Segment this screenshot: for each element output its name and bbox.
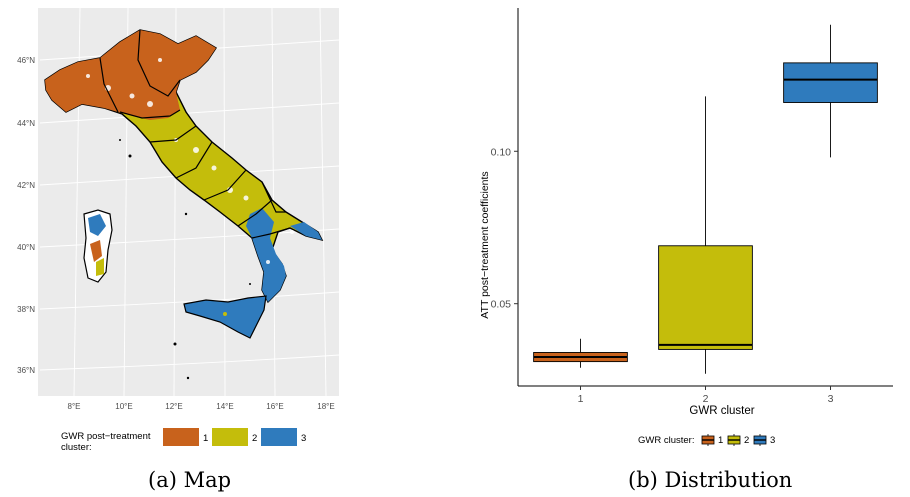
map-figure: 46°N 44°N 42°N 40°N 38°N 36°N 8°E 10°E 1… xyxy=(17,7,340,453)
lat-tick-46: 46°N xyxy=(17,56,35,65)
box-2 xyxy=(658,245,753,350)
lat-tick-42: 42°N xyxy=(17,181,35,190)
lon-tick-10: 10°E xyxy=(115,402,132,411)
lon-tick-8: 8°E xyxy=(68,402,81,411)
boxplot-marks xyxy=(533,24,878,374)
distribution-legend-keys: 1 2 3 xyxy=(701,434,775,446)
map-legend-label-1: 1 xyxy=(203,433,208,444)
lon-tick-18: 18°E xyxy=(317,402,334,411)
sardinia-cluster-2 xyxy=(96,258,104,276)
small-islands xyxy=(119,139,251,380)
distribution-legend: GWR cluster: 1 2 3 xyxy=(638,434,775,446)
lat-tick-40: 40°N xyxy=(17,243,35,252)
legend-key-2: 2 xyxy=(727,434,749,446)
sicily xyxy=(183,295,267,339)
legend-key-label: 2 xyxy=(744,435,749,446)
distribution-panel: 0.05 0.10 1 2 3 GWR cluster ATT post−treatme… xyxy=(450,0,910,497)
x-tick-label: 2 xyxy=(703,393,709,405)
map-caption: (a) Map xyxy=(148,468,232,492)
x-tick-label: 3 xyxy=(828,393,834,405)
legend-key-label: 3 xyxy=(770,435,775,446)
lon-tick-16: 16°E xyxy=(266,402,283,411)
map-legend-title-line2: cluster: xyxy=(61,442,92,453)
south-cluster-3 xyxy=(246,208,286,302)
legend-key-1: 1 xyxy=(701,434,723,446)
x-tick-label: 1 xyxy=(578,393,584,405)
sardinia-cluster-1 xyxy=(90,240,102,262)
y-axis-title: ATT post−treatment coefficients xyxy=(479,171,491,318)
sardinia-cluster-3 xyxy=(88,214,106,236)
lon-tick-14: 14°E xyxy=(216,402,233,411)
x-axis-title: GWR cluster xyxy=(689,405,754,417)
map-legend-key-2 xyxy=(212,428,248,446)
map-legend-title-line1: GWR post−treatment xyxy=(61,431,151,442)
map-legend-label-3: 3 xyxy=(301,433,306,444)
legend-key-label: 1 xyxy=(718,435,723,446)
boxplot-chart: 0.05 0.10 1 2 3 GWR cluster ATT post−treatme… xyxy=(479,8,893,446)
region-boundaries xyxy=(99,29,291,239)
lat-tick-38: 38°N xyxy=(17,305,35,314)
legend-key-3: 3 xyxy=(753,434,775,446)
map-legend: GWR post−treatment cluster: 1 2 3 xyxy=(61,428,306,453)
sicily-cluster-3 xyxy=(183,295,267,339)
map-legend-key-1 xyxy=(163,428,199,446)
boxplot-axes: 0.05 0.10 1 2 3 xyxy=(491,8,893,405)
lat-axis: 46°N 44°N 42°N 40°N 38°N 36°N xyxy=(17,56,35,375)
lon-tick-12: 12°E xyxy=(165,402,182,411)
map-legend-label-2: 2 xyxy=(252,433,257,444)
box-3 xyxy=(783,62,878,103)
sicily-speck xyxy=(223,312,227,316)
apulia-cluster-3 xyxy=(290,222,322,240)
north-cluster-1 xyxy=(45,30,216,120)
sardinia xyxy=(83,209,113,283)
map-panel: 46°N 44°N 42°N 40°N 38°N 36°N 8°E 10°E 1… xyxy=(0,0,440,497)
y-tick-label: 0.05 xyxy=(491,299,512,311)
y-tick-label: 0.10 xyxy=(491,146,512,158)
lat-tick-36: 36°N xyxy=(17,366,35,375)
lat-tick-44: 44°N xyxy=(17,119,35,128)
lon-axis: 8°E 10°E 12°E 14°E 16°E 18°E xyxy=(68,402,335,411)
distribution-legend-title: GWR cluster: xyxy=(638,435,694,446)
distribution-caption: (b) Distribution xyxy=(628,468,793,492)
map-legend-key-3 xyxy=(261,428,297,446)
italy-mainland xyxy=(44,29,324,304)
